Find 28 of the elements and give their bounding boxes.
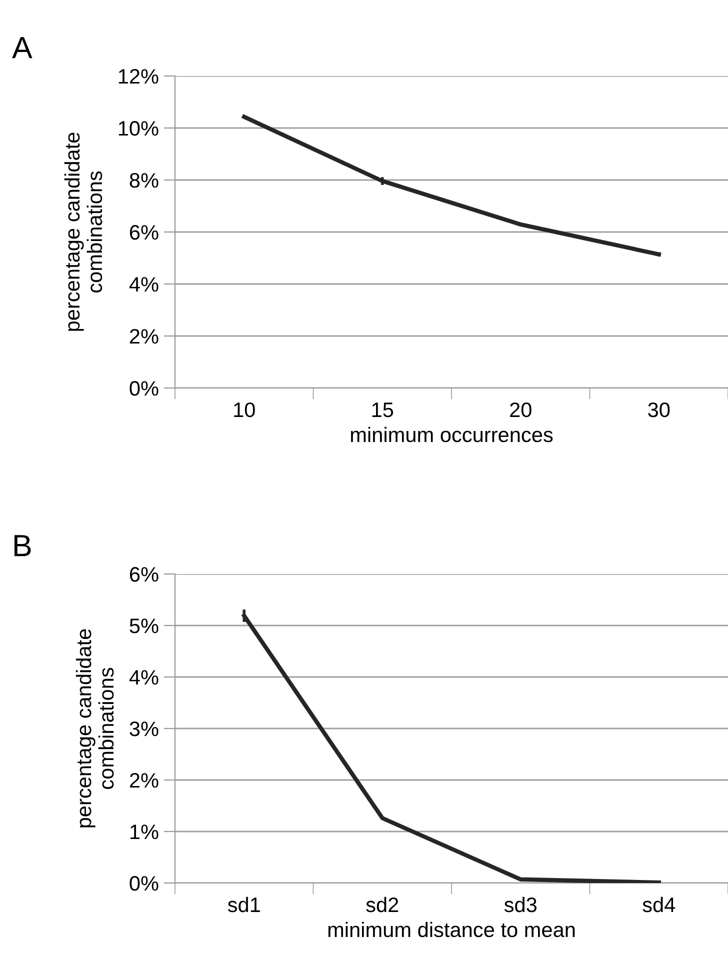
x-axis-title: minimum distance to mean bbox=[328, 922, 575, 938]
x-tick-label: sd2 bbox=[366, 896, 398, 912]
x-tick-label: 15 bbox=[372, 402, 394, 418]
y-tick-label: 8% bbox=[130, 173, 158, 188]
y-tick-label: 4% bbox=[129, 277, 158, 292]
chart-title: B bbox=[14, 535, 31, 556]
chart-title: A bbox=[12, 37, 32, 58]
y-tick-label: 12% bbox=[118, 69, 158, 84]
x-tick-label: sd4 bbox=[642, 896, 676, 912]
y-tick-label: 10% bbox=[118, 121, 158, 136]
x-tick-label: 10 bbox=[234, 402, 255, 418]
y-tick-label: 1% bbox=[130, 824, 158, 840]
x-tick-label: sd3 bbox=[504, 896, 537, 912]
y-tick-label: 2% bbox=[130, 329, 158, 344]
y-axis-title: percentage candidate combinations bbox=[64, 132, 102, 331]
y-tick-label: 6% bbox=[130, 225, 158, 240]
y-tick-label: 0% bbox=[130, 876, 158, 891]
y-tick-label: 3% bbox=[130, 722, 158, 736]
y-axis-title: percentage candidate combinations bbox=[76, 629, 114, 828]
x-tick-label: sd1 bbox=[228, 896, 260, 912]
y-tick-label: 4% bbox=[129, 670, 158, 685]
y-tick-label: 0% bbox=[130, 381, 158, 396]
x-tick-label: 30 bbox=[648, 402, 670, 418]
y-tick-label: 6% bbox=[130, 567, 158, 582]
x-tick-label: 20 bbox=[510, 402, 532, 418]
y-tick-label: 2% bbox=[130, 773, 158, 788]
x-axis-title: minimum occurrences bbox=[351, 426, 553, 442]
y-tick-label: 5% bbox=[130, 618, 158, 634]
